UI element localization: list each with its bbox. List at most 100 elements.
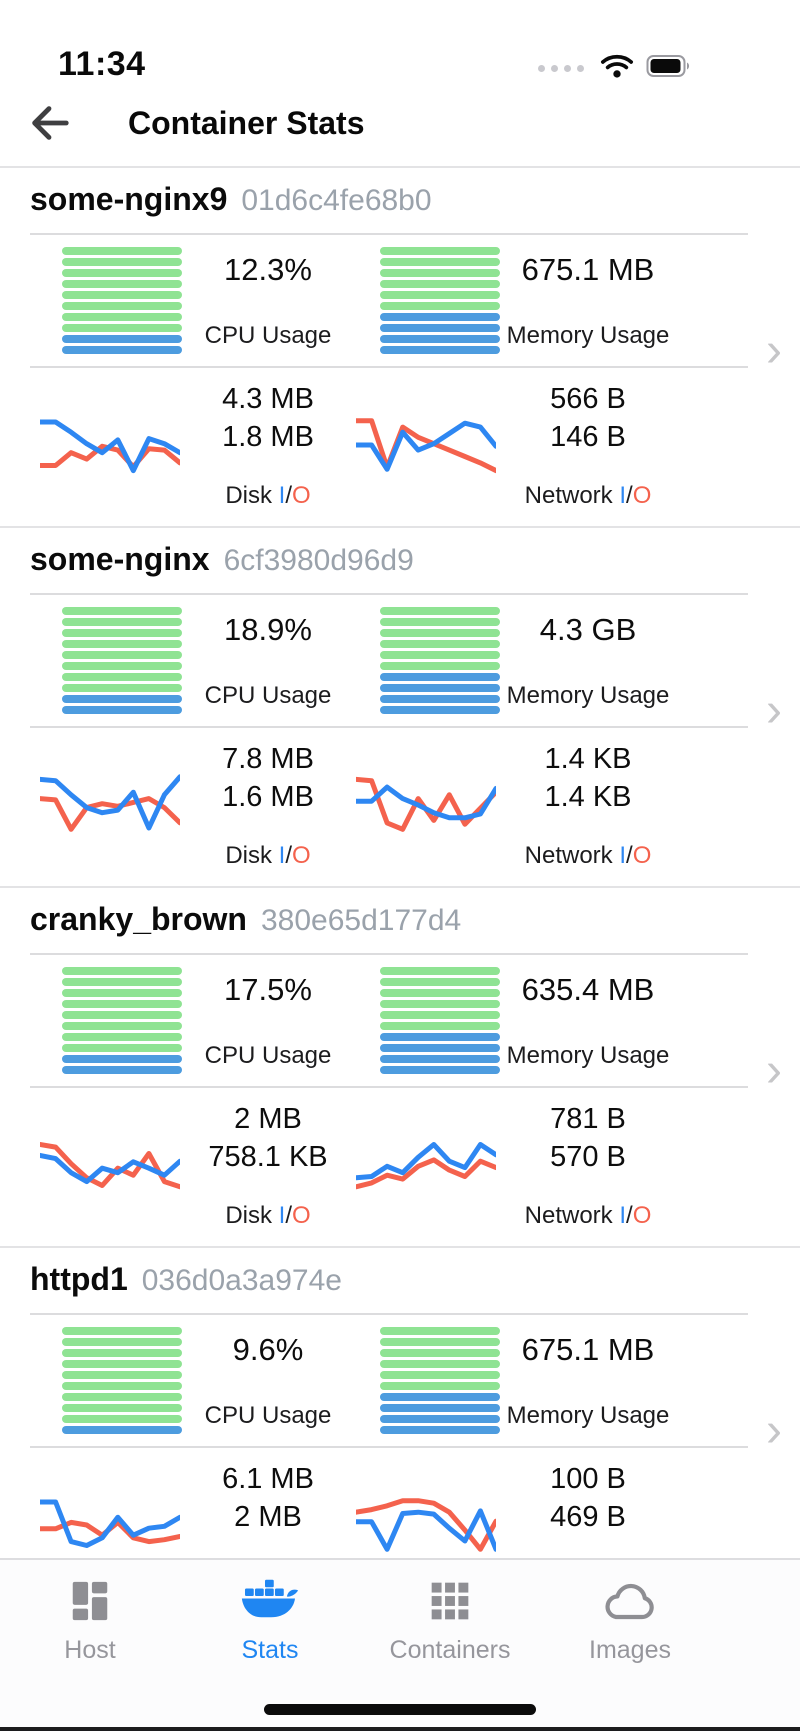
container-list: some-nginx9 01d6c4fe68b0 12.3% CPU Usage … (0, 166, 800, 1606)
usage-row: 17.5% CPU Usage 635.4 MB Memory Usage (0, 955, 800, 1086)
status-icons (538, 53, 692, 84)
network-io-chart (356, 776, 496, 832)
disk-io-label: Disk I/O (225, 482, 311, 509)
status-time: 11:34 (58, 45, 146, 83)
container-header: httpd1 036d0a3a974e (0, 1248, 800, 1313)
disk-in-value: 2 MB (234, 1103, 302, 1135)
memory-label: Memory Usage (506, 681, 670, 709)
tab-images[interactable]: Images (540, 1574, 720, 1665)
network-in-value: 781 B (550, 1103, 626, 1135)
container-card[interactable]: some-nginx 6cf3980d96d9 18.9% CPU Usage 4… (0, 526, 800, 886)
container-card[interactable]: cranky_brown 380e65d177d4 17.5% CPU Usage… (0, 886, 800, 1246)
docker-whale-icon (240, 1574, 300, 1628)
memory-gauge (380, 607, 500, 714)
memory-value: 635.4 MB (521, 971, 655, 1007)
divider (30, 593, 748, 595)
cpu-gauge (62, 607, 182, 714)
io-row: 2 MB 758.1 KB Disk I/O 781 B 570 B Netwo… (0, 1088, 800, 1246)
io-row: 4.3 MB 1.8 MB Disk I/O 566 B 146 B Netwo… (0, 368, 800, 526)
cpu-label: CPU Usage (204, 1401, 332, 1429)
containers-grid-icon (428, 1574, 472, 1628)
container-name: some-nginx9 (30, 181, 228, 217)
container-card[interactable]: httpd1 036d0a3a974e 9.6% CPU Usage 675.1 … (0, 1246, 800, 1606)
memory-value: 675.1 MB (521, 1331, 655, 1367)
battery-icon (646, 54, 692, 83)
container-card[interactable]: some-nginx9 01d6c4fe68b0 12.3% CPU Usage … (0, 166, 800, 526)
disk-out-value: 1.8 MB (222, 421, 314, 453)
disk-in-value: 4.3 MB (222, 383, 314, 415)
tab-label: Host (64, 1636, 116, 1664)
io-row: 7.8 MB 1.6 MB Disk I/O 1.4 KB 1.4 KB Net… (0, 728, 800, 886)
disk-io-chart (40, 1499, 180, 1548)
disk-out-value: 1.6 MB (222, 781, 314, 813)
usage-row: 12.3% CPU Usage 675.1 MB Memory Usage (0, 235, 800, 366)
usage-row: 18.9% CPU Usage 4.3 GB Memory Usage (0, 595, 800, 726)
cpu-gauge (62, 247, 182, 354)
container-header: some-nginx9 01d6c4fe68b0 (0, 168, 800, 233)
tab-label: Containers (389, 1636, 511, 1664)
cpu-label: CPU Usage (204, 1041, 332, 1069)
divider (30, 1313, 748, 1315)
divider (30, 1086, 748, 1088)
network-io-chart (356, 1142, 496, 1190)
tab-label: Stats (241, 1636, 299, 1664)
disk-in-value: 6.1 MB (222, 1463, 314, 1495)
chevron-right-icon[interactable]: › (766, 683, 782, 737)
memory-label: Memory Usage (506, 1401, 670, 1429)
wifi-icon (600, 53, 634, 84)
home-indicator[interactable] (264, 1704, 536, 1715)
divider (30, 233, 748, 235)
tab-bar: Host Stats (0, 1558, 800, 1731)
chevron-right-icon[interactable]: › (766, 323, 782, 377)
cpu-label: CPU Usage (204, 681, 332, 709)
cpu-gauge (62, 1327, 182, 1434)
cpu-label: CPU Usage (204, 321, 332, 349)
divider (30, 366, 748, 368)
network-io-chart (356, 418, 496, 474)
network-out-value: 469 B (550, 1501, 626, 1533)
cpu-value: 9.6% (232, 1331, 304, 1367)
tab-containers[interactable]: Containers (360, 1574, 540, 1665)
tab-label: Images (589, 1636, 671, 1664)
container-name: httpd1 (30, 1261, 128, 1297)
chevron-right-icon[interactable]: › (766, 1043, 782, 1097)
disk-io-label: Disk I/O (225, 842, 311, 869)
divider (30, 726, 748, 728)
memory-value: 675.1 MB (521, 251, 655, 287)
tab-stats[interactable]: Stats (180, 1574, 360, 1665)
network-io-label: Network I/O (524, 482, 652, 509)
divider (30, 953, 748, 955)
tab-host[interactable]: Host (0, 1574, 180, 1665)
chevron-right-icon[interactable]: › (766, 1403, 782, 1457)
status-bar: 11:34 (0, 0, 800, 90)
host-grid-icon (67, 1574, 113, 1628)
disk-out-value: 2 MB (234, 1501, 302, 1533)
network-in-value: 566 B (550, 383, 626, 415)
network-in-value: 100 B (550, 1463, 626, 1495)
memory-label: Memory Usage (506, 1041, 670, 1069)
cpu-value: 18.9% (224, 611, 312, 647)
divider (30, 1446, 748, 1448)
container-id: 380e65d177d4 (260, 904, 462, 937)
memory-label: Memory Usage (506, 321, 670, 349)
page-title: Container Stats (128, 104, 365, 141)
cellular-dots-icon (538, 65, 584, 72)
network-out-value: 1.4 KB (544, 781, 632, 813)
cpu-gauge (62, 967, 182, 1074)
disk-out-value: 758.1 KB (208, 1141, 328, 1173)
disk-io-chart (40, 419, 180, 474)
container-header: cranky_brown 380e65d177d4 (0, 888, 800, 953)
cpu-value: 17.5% (224, 971, 312, 1007)
disk-io-chart (40, 774, 180, 832)
screen-bottom-edge (0, 1727, 800, 1731)
network-out-value: 570 B (550, 1141, 626, 1173)
network-io-chart (356, 1498, 496, 1552)
back-arrow-icon (32, 106, 69, 140)
cpu-value: 12.3% (224, 251, 312, 287)
disk-io-chart (40, 1142, 180, 1190)
memory-gauge (380, 967, 500, 1074)
container-name: cranky_brown (30, 901, 247, 937)
container-id: 01d6c4fe68b0 (241, 184, 432, 217)
back-button[interactable] (26, 100, 72, 146)
